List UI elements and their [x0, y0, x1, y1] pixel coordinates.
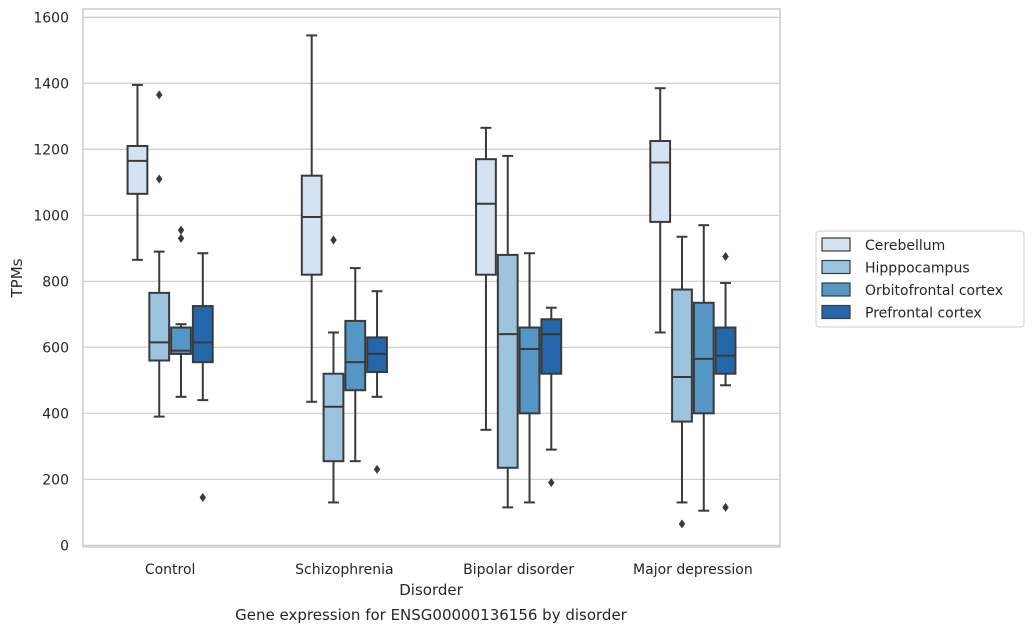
x-axis-ticks: Control Schizophrenia Bipolar disorder Majo…: [145, 562, 753, 578]
legend-item-hipppocampus: Hipppocampus: [821, 259, 970, 277]
y-tick-label: 1000: [33, 208, 69, 224]
outlier-point: [548, 478, 555, 488]
box-prefrontal-cortex-bipolar-disorder: [540, 306, 563, 488]
box-body: [714, 326, 737, 375]
box-orbitofrontal-cortex-bipolar-disorder: [518, 252, 541, 504]
box-body: [671, 288, 693, 423]
box-orbitofrontal-cortex-major-depression: [692, 224, 715, 512]
box-prefrontal-cortex-control: [191, 252, 214, 502]
box-hipppocampus-bipolar-disorder: [496, 154, 519, 509]
box-body: [540, 318, 563, 375]
y-tick-label: 1600: [33, 10, 69, 26]
legend-label: Hipppocampus: [865, 261, 970, 277]
legend-swatch: [821, 304, 851, 320]
legend-swatch: [821, 282, 851, 297]
legend-item-prefrontal-cortex: Prefrontal cortex: [821, 304, 982, 322]
y-tick-label: 600: [42, 340, 69, 356]
legend-label: Orbitofrontal cortex: [865, 283, 1003, 299]
outlier-point: [678, 519, 686, 529]
box-cerebellum-bipolar-disorder: [475, 126, 497, 431]
x-tick-label: Control: [145, 562, 196, 578]
figure-caption: Gene expression for ENSG00000136156 by d…: [235, 606, 627, 624]
x-axis-label: Disorder: [399, 581, 463, 599]
legend: Cerebellum Hipppocampus Orbitofrontal cort…: [815, 230, 1025, 328]
box-prefrontal-cortex-major-depression: [714, 252, 737, 512]
y-tick-label: 0: [60, 538, 69, 554]
y-tick-label: 200: [42, 472, 69, 488]
y-axis-ticks: 0 200 400 600 800 1000 1200 1400 1600: [33, 10, 69, 554]
y-tick-label: 1400: [33, 76, 69, 92]
box-hipppocampus-major-depression: [671, 235, 693, 529]
y-tick-label: 1200: [33, 142, 69, 158]
box-cerebellum-schizophrenia: [300, 34, 323, 403]
box-body: [475, 158, 497, 276]
box-body: [170, 326, 192, 355]
boxes: [126, 34, 737, 529]
box-body: [518, 326, 541, 415]
legend-frame: [815, 230, 1025, 328]
box-body: [649, 140, 672, 223]
y-axis-label: TPMs: [8, 258, 26, 298]
legend-item-cerebellum: Cerebellum: [821, 237, 945, 254]
legend-label: Prefrontal cortex: [865, 306, 982, 322]
x-tick-label: Schizophrenia: [295, 562, 393, 578]
outlier-point: [155, 90, 163, 100]
legend-swatch: [821, 237, 851, 252]
box-hipppocampus-control: [148, 90, 171, 418]
legend-item-orbitofrontal-cortex: Orbitofrontal cortex: [821, 282, 1003, 299]
grid-lines: [83, 16, 780, 546]
legend-swatch: [821, 259, 851, 275]
y-tick-label: 800: [42, 274, 69, 290]
outlier-point: [177, 233, 185, 243]
box-orbitofrontal-cortex-schizophrenia: [344, 267, 367, 463]
box-orbitofrontal-cortex-control: [170, 225, 192, 398]
box-cerebellum-major-depression: [649, 87, 672, 334]
box-body: [126, 144, 149, 195]
box-body: [191, 305, 214, 364]
box-body: [496, 253, 519, 469]
outlier-point: [330, 235, 337, 245]
box-body: [148, 291, 171, 362]
outlier-point: [177, 225, 185, 235]
x-tick-label: Bipolar disorder: [463, 562, 574, 578]
legend-label: Cerebellum: [865, 238, 945, 254]
outlier-point: [722, 502, 729, 512]
box-prefrontal-cortex-schizophrenia: [366, 290, 388, 474]
outlier-point: [155, 174, 163, 184]
plot-frame: [82, 8, 781, 548]
box-body: [300, 174, 323, 276]
box-cerebellum-control: [126, 83, 149, 261]
x-tick-label: Major depression: [633, 562, 753, 578]
box-body: [322, 372, 345, 463]
outlier-point: [722, 252, 729, 262]
box-hipppocampus-schizophrenia: [322, 235, 345, 504]
outlier-point: [373, 464, 381, 474]
y-tick-label: 400: [42, 406, 69, 422]
box-body: [344, 319, 367, 392]
outlier-point: [199, 492, 207, 502]
